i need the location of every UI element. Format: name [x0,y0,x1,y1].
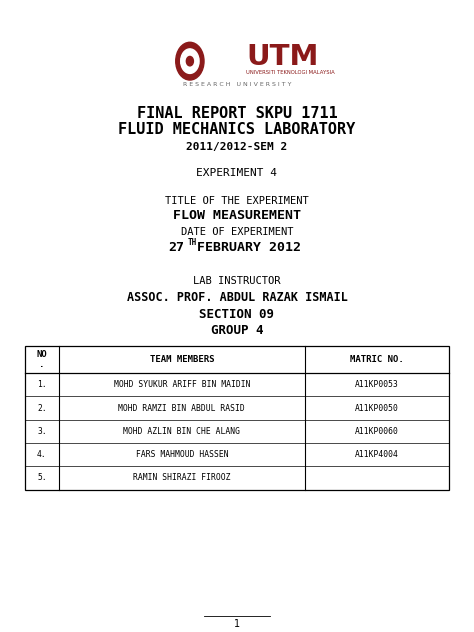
Text: ASSOC. PROF. ABDUL RAZAK ISMAIL: ASSOC. PROF. ABDUL RAZAK ISMAIL [127,291,347,303]
Text: 2.: 2. [37,404,47,413]
Text: FLUID MECHANICS LABORATORY: FLUID MECHANICS LABORATORY [118,121,356,137]
Text: A11KP0053: A11KP0053 [355,380,399,389]
Text: FINAL REPORT SKPU 1711: FINAL REPORT SKPU 1711 [137,106,337,121]
Text: A11KP4004: A11KP4004 [355,450,399,459]
Circle shape [181,49,199,73]
Text: MOHD SYUKUR ARIFF BIN MAIDIN: MOHD SYUKUR ARIFF BIN MAIDIN [114,380,250,389]
Text: TITLE OF THE EXPERIMENT: TITLE OF THE EXPERIMENT [165,196,309,206]
Text: FARS MAHMOUD HASSEN: FARS MAHMOUD HASSEN [136,450,228,459]
Text: 1: 1 [234,619,240,629]
Text: FEBRUARY 2012: FEBRUARY 2012 [197,241,301,254]
Text: 2011/2012-SEM 2: 2011/2012-SEM 2 [186,142,288,152]
Text: NO
.: NO . [36,349,47,369]
Text: R E S E A R C H   U N I V E R S I T Y: R E S E A R C H U N I V E R S I T Y [183,82,291,87]
Text: A11KP0050: A11KP0050 [355,404,399,413]
Text: A11KP0060: A11KP0060 [355,427,399,436]
Text: MATRIC NO.: MATRIC NO. [350,355,404,364]
Text: DATE OF EXPERIMENT: DATE OF EXPERIMENT [181,227,293,236]
Circle shape [186,56,193,66]
Text: UNIVERSITI TEKNOLOGI MALAYSIA: UNIVERSITI TEKNOLOGI MALAYSIA [246,70,335,75]
Text: UTM: UTM [246,44,319,71]
Text: MOHD RAMZI BIN ABDUL RASID: MOHD RAMZI BIN ABDUL RASID [118,404,245,413]
Text: SECTION 09: SECTION 09 [200,308,274,320]
Text: GROUP 4: GROUP 4 [211,324,263,337]
Bar [25,346,449,490]
Circle shape [176,42,204,80]
Text: TEAM MEMBERS: TEAM MEMBERS [150,355,214,364]
Text: MOHD AZLIN BIN CHE ALANG: MOHD AZLIN BIN CHE ALANG [123,427,240,436]
Text: 1.: 1. [37,380,47,389]
Text: TH: TH [188,238,197,247]
Text: EXPERIMENT 4: EXPERIMENT 4 [197,167,277,178]
Text: 27: 27 [169,241,185,254]
Text: RAMIN SHIRAZI FIROOZ: RAMIN SHIRAZI FIROOZ [133,473,231,482]
Text: LAB INSTRUCTOR: LAB INSTRUCTOR [193,276,281,286]
Text: FLOW MEASUREMENT: FLOW MEASUREMENT [173,209,301,222]
Text: 3.: 3. [37,427,47,436]
Text: 4.: 4. [37,450,47,459]
Text: 5.: 5. [37,473,47,482]
